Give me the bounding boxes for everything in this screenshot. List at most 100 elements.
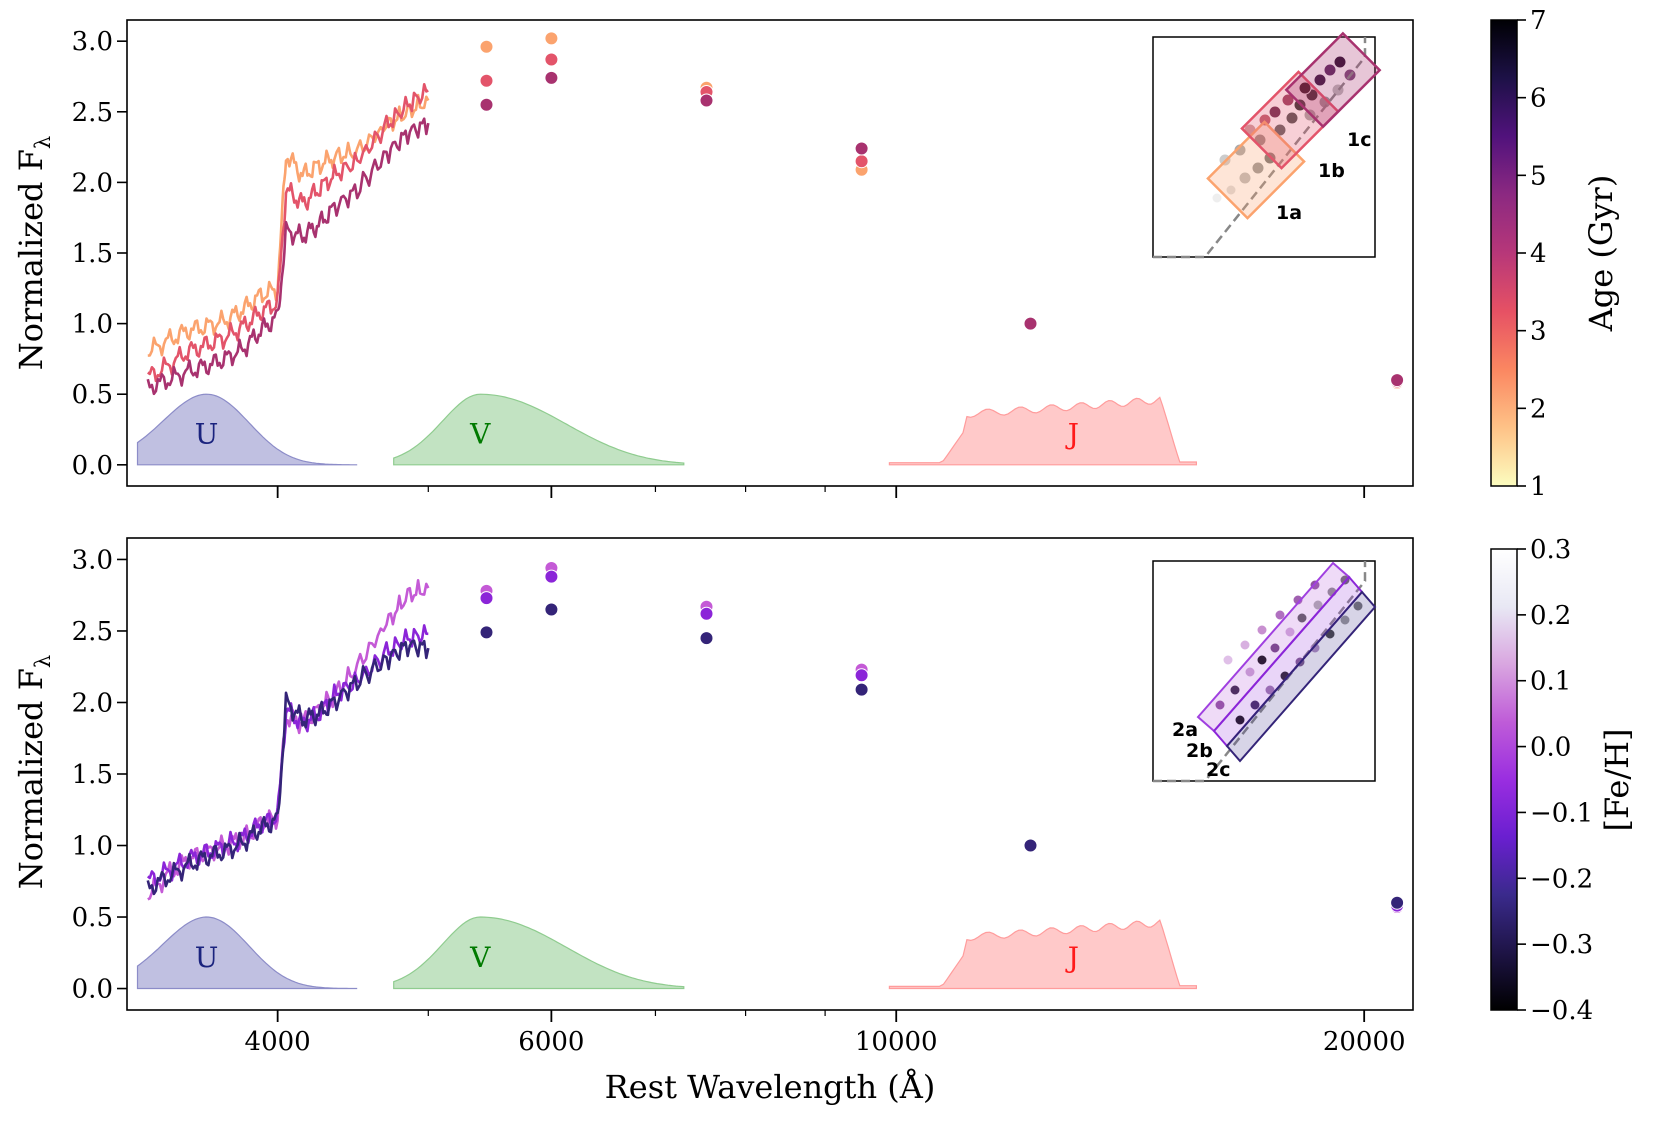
photometry-point-bottom-2-1 <box>544 602 559 617</box>
colorbar-tick-label-1-7: 0.3 <box>1530 535 1571 565</box>
spectrum-line-top-2 <box>146 117 430 396</box>
colorbar-tick-label-0-4: 5 <box>1530 161 1547 191</box>
filter-label-u: U <box>195 941 219 974</box>
xticks-bottom: 4000 6000 10000 20000 <box>245 1010 1406 1057</box>
ylabel-bottom: Normalized Fλ <box>12 655 55 889</box>
ytick-label-top-4: 2.0 <box>72 168 113 198</box>
ytick-label-top-6: 3.0 <box>72 27 113 57</box>
colorbar-age-ticks: 1 2 3 4 5 6 7 <box>1517 6 1547 502</box>
colorbar-tick-label-1-3: −0.1 <box>1530 798 1593 828</box>
yticks-bottom: 0.0 0.5 1.0 1.5 2.0 2.5 3.0 <box>72 545 127 1005</box>
colorbar-tick-label-0-6: 7 <box>1530 6 1547 36</box>
ytick-label-bottom-0: 0.0 <box>72 975 113 1005</box>
xtick-label-0: 4000 <box>245 1027 311 1057</box>
xtick-label-2: 10000 <box>855 1027 938 1057</box>
panel-bottom: U V J 0.0 0.5 1.0 1.5 2.0 2.5 3.0 4000 6000 10000 2… <box>12 537 1414 1106</box>
inset-label-2b: 2b <box>1186 740 1213 762</box>
photometry-point-top-1-1 <box>544 52 559 67</box>
photometry-point-bottom-2-3 <box>854 682 869 697</box>
spectrum-line-top-1 <box>147 83 429 383</box>
yticks-top: 0.0 0.5 1.0 1.5 2.0 2.5 3.0 <box>72 27 127 481</box>
xlabel: Rest Wavelength (Å) <box>605 1068 936 1106</box>
colorbar-tick-label-1-4: 0.0 <box>1530 733 1571 763</box>
photometry-point-bottom-2-0 <box>479 625 494 640</box>
photometry-point-bottom-1-0 <box>479 591 494 606</box>
colorbar-tick-label-0-2: 3 <box>1530 317 1547 347</box>
photometry-point-bottom-2-2 <box>699 631 714 646</box>
photometry-top <box>479 31 1405 390</box>
inset-label-2a: 2a <box>1172 719 1198 741</box>
colorbar-tick-label-0-5: 6 <box>1530 84 1547 114</box>
filter-curve-v <box>393 916 685 990</box>
photometry-point-top-0-0 <box>479 39 494 54</box>
filter-label-j: J <box>1065 941 1079 974</box>
spectrum-line-bottom-2 <box>146 639 430 896</box>
filter-curve-u <box>136 393 358 466</box>
colorbar-feh-bar <box>1490 548 1518 1011</box>
photometry-point-top-2-0 <box>479 97 494 112</box>
filter-curve-j <box>888 919 1197 990</box>
colorbar-tick-label-0-0: 1 <box>1530 472 1547 502</box>
ylabel-top: Normalized Fλ <box>12 136 55 370</box>
colorbar-tick-label-0-1: 2 <box>1530 394 1547 424</box>
colorbar-age: 1 2 3 4 5 6 7 Age (Gyr) <box>1490 6 1620 502</box>
spectra-top <box>146 83 430 396</box>
inset-label-1a: 1a <box>1276 202 1302 224</box>
photometry-point-bottom-1-2 <box>699 606 714 621</box>
filter-label-v: V <box>469 418 491 451</box>
filter-curve-u <box>136 916 358 990</box>
photometry-point-top-2-4 <box>1023 316 1038 331</box>
spectra-bottom <box>146 579 430 901</box>
photometry-point-bottom-2-5 <box>1390 895 1405 910</box>
photometry-point-top-1-3 <box>854 154 869 169</box>
ytick-label-top-0: 0.0 <box>72 451 113 481</box>
photometry-point-top-2-5 <box>1390 373 1405 388</box>
ytick-label-bottom-5: 2.5 <box>72 617 113 647</box>
ytick-label-bottom-6: 3.0 <box>72 545 113 575</box>
filter-label-v: V <box>469 941 491 974</box>
ytick-label-bottom-3: 1.5 <box>72 760 113 790</box>
ytick-label-bottom-4: 2.0 <box>72 688 113 718</box>
photometry-point-bottom-2-4 <box>1023 838 1038 853</box>
colorbar-tick-label-1-1: −0.3 <box>1530 930 1593 960</box>
photometry-point-bottom-1-1 <box>544 569 559 584</box>
ytick-label-bottom-2: 1.0 <box>72 832 113 862</box>
spectrum-line-bottom-1 <box>146 624 429 887</box>
ytick-label-top-5: 2.5 <box>72 98 113 128</box>
spectrum-line-top-0 <box>147 93 430 357</box>
photometry-point-top-2-1 <box>544 70 559 85</box>
ytick-label-top-2: 1.0 <box>72 310 113 340</box>
ytick-label-top-3: 1.5 <box>72 239 113 269</box>
panel-top: U V J 0.0 0.5 1.0 1.5 2.0 2.5 3.0 Normalized Fλ <box>12 19 1414 498</box>
colorbar-tick-label-0-3: 4 <box>1530 239 1547 269</box>
filter-curve-v <box>393 393 685 466</box>
inset-label-1c: 1c <box>1347 129 1371 151</box>
xtick-label-1: 6000 <box>518 1027 584 1057</box>
inset-label-1b: 1b <box>1318 160 1345 182</box>
xtick-label-3: 20000 <box>1323 1027 1406 1057</box>
inset-label-2c: 2c <box>1206 759 1230 781</box>
photometry-point-bottom-1-3 <box>854 668 869 683</box>
filter-label-j: J <box>1065 418 1079 451</box>
photometry-point-top-2-3 <box>854 141 869 156</box>
photometry-point-top-1-0 <box>479 73 494 88</box>
inset-age: 1a 1b 1c <box>1152 31 1382 259</box>
ytick-label-top-1: 0.5 <box>72 380 113 410</box>
filter-label-u: U <box>195 418 219 451</box>
photometry-bottom <box>479 561 1405 914</box>
inset-feh: 2a 2b 2c <box>1152 560 1377 783</box>
colorbar-tick-label-1-2: −0.2 <box>1530 864 1593 894</box>
colorbar-tick-label-1-5: 0.1 <box>1530 667 1571 697</box>
colorbar-age-label: Age (Gyr) <box>1582 175 1620 333</box>
colorbar-tick-label-1-0: −0.4 <box>1530 996 1593 1026</box>
xticks-top <box>276 486 1366 498</box>
ytick-label-bottom-1: 0.5 <box>72 903 113 933</box>
colorbar-feh-ticks: −0.4 −0.3 −0.2 −0.1 0.0 0.1 0.2 0.3 <box>1517 535 1593 1026</box>
colorbar-feh-label: [Fe/H] <box>1598 728 1636 831</box>
filter-curve-j <box>888 396 1197 466</box>
colorbar-tick-label-1-6: 0.2 <box>1530 601 1571 631</box>
photometry-point-top-2-2 <box>699 93 714 108</box>
photometry-point-top-0-1 <box>544 31 559 46</box>
